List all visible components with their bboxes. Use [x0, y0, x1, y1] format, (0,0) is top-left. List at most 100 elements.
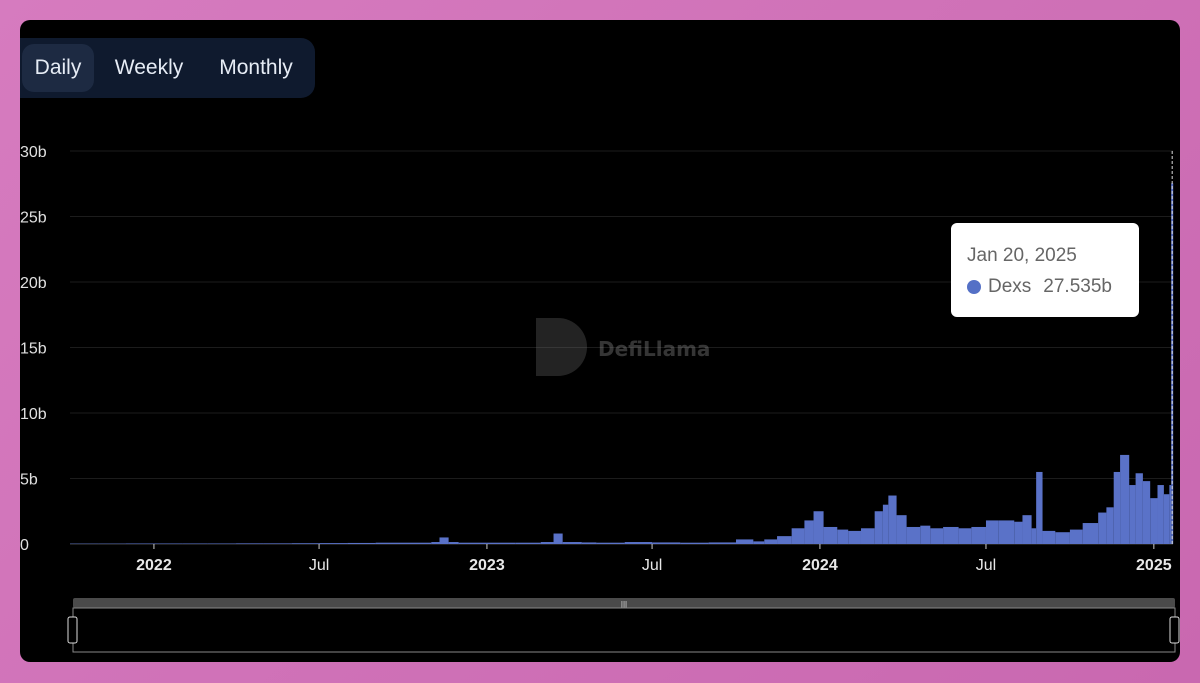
bar[interactable]	[153, 543, 183, 544]
bar[interactable]	[943, 526, 959, 544]
daily-button[interactable]: Daily	[22, 44, 94, 92]
bar[interactable]	[848, 530, 861, 544]
y-tick-label: 10b	[20, 406, 47, 423]
bar[interactable]	[562, 542, 582, 544]
bar[interactable]	[1150, 498, 1158, 544]
bar[interactable]	[930, 528, 944, 544]
bar[interactable]	[1157, 485, 1164, 544]
bar[interactable]	[1142, 481, 1151, 544]
bar[interactable]	[920, 525, 931, 544]
bar[interactable]	[1135, 473, 1143, 544]
bar[interactable]	[1022, 515, 1032, 544]
bar[interactable]	[860, 528, 875, 544]
bar[interactable]	[291, 543, 320, 544]
weekly-button[interactable]: Weekly	[114, 56, 184, 79]
x-tick-label: Jul	[309, 557, 329, 574]
bar[interactable]	[1036, 471, 1043, 544]
bar[interactable]	[553, 533, 563, 544]
bar[interactable]	[596, 542, 625, 544]
bar[interactable]	[1169, 485, 1172, 544]
bar[interactable]	[971, 526, 986, 544]
chart-panel: Daily Weekly Monthly DefiLlama 0 5b 10b 15b…	[20, 20, 1180, 662]
bar[interactable]	[402, 542, 432, 544]
bar-chart[interactable]: DefiLlama 0 5b 10b 15b 20b 25b 30b 2022 Jul 2023 J…	[20, 20, 1180, 662]
bar[interactable]	[624, 542, 653, 544]
bar[interactable]	[896, 515, 907, 544]
bar[interactable]	[958, 528, 972, 544]
slider-track[interactable]	[73, 598, 1175, 608]
x-tick-label: 2024	[802, 557, 838, 574]
monthly-button[interactable]: Monthly	[219, 56, 293, 79]
bar[interactable]	[1014, 521, 1023, 544]
bar[interactable]	[764, 539, 778, 544]
bar[interactable]	[1106, 507, 1114, 544]
bar[interactable]	[753, 541, 765, 544]
defillama-watermark: DefiLlama	[536, 318, 710, 376]
bar[interactable]	[375, 542, 403, 544]
bar[interactable]	[680, 542, 709, 544]
bar[interactable]	[735, 539, 754, 544]
y-tick-label: 0	[20, 537, 29, 554]
bar[interactable]	[777, 536, 792, 544]
bar[interactable]	[888, 495, 897, 544]
series-dot-icon	[967, 280, 981, 294]
y-tick-label: 25b	[20, 210, 47, 227]
bar[interactable]	[813, 511, 824, 544]
bar[interactable]	[874, 511, 883, 544]
zoom-slider[interactable]: |||	[67, 598, 1180, 653]
bar[interactable]	[652, 542, 681, 544]
tooltip-series: Dexs	[988, 276, 1032, 297]
bar[interactable]	[1098, 512, 1107, 544]
bar[interactable]	[458, 542, 487, 544]
y-tick-label: 30b	[20, 144, 47, 161]
bar[interactable]	[448, 542, 459, 544]
bar[interactable]	[1120, 454, 1130, 544]
bar[interactable]	[804, 520, 814, 544]
bar[interactable]	[236, 543, 264, 544]
x-tick-label: Jul	[976, 557, 996, 574]
bar[interactable]	[791, 528, 805, 544]
bar[interactable]	[1031, 528, 1037, 544]
period-toggle: Daily Weekly Monthly	[20, 38, 315, 98]
llama-logo-icon	[536, 318, 587, 376]
bar[interactable]	[431, 542, 440, 544]
bar[interactable]	[823, 526, 838, 544]
bar[interactable]	[439, 537, 449, 544]
bar[interactable]	[1069, 529, 1083, 544]
bar[interactable]	[1082, 523, 1099, 544]
bar[interactable]	[263, 543, 292, 544]
tooltip: Jan 20, 2025 Dexs 27.535b	[951, 223, 1139, 317]
bar[interactable]	[540, 542, 554, 544]
bar[interactable]	[486, 542, 516, 544]
slider-window[interactable]	[72, 607, 1176, 653]
slider-handle-right[interactable]	[1169, 616, 1180, 644]
slider-grip-icon[interactable]: |||	[621, 600, 627, 609]
bar[interactable]	[1129, 485, 1136, 544]
bar[interactable]	[581, 542, 597, 544]
bar[interactable]	[207, 543, 237, 544]
watermark-text: DefiLlama	[598, 337, 710, 361]
bar[interactable]	[1042, 530, 1056, 544]
y-tick-label: 15b	[20, 341, 47, 358]
bar[interactable]	[1113, 471, 1121, 544]
slider-handle-left[interactable]	[67, 616, 78, 644]
bar[interactable]	[882, 504, 889, 544]
y-tick-label: 20b	[20, 275, 47, 292]
x-tick-label: Jul	[642, 557, 662, 574]
bar[interactable]	[125, 543, 154, 544]
x-tick-label: 2023	[469, 557, 505, 574]
bar[interactable]	[837, 529, 849, 544]
bar[interactable]	[347, 542, 376, 544]
bar[interactable]	[515, 542, 541, 544]
tooltip-row: Dexs 27.535b	[967, 276, 1112, 298]
bar[interactable]	[708, 542, 736, 544]
bar[interactable]	[985, 520, 999, 544]
bar[interactable]	[906, 526, 921, 544]
bar[interactable]	[182, 543, 208, 544]
tooltip-date: Jan 20, 2025	[967, 245, 1077, 266]
bar[interactable]	[319, 543, 348, 544]
tooltip-value: 27.535b	[1043, 276, 1112, 297]
bar[interactable]	[1163, 494, 1170, 544]
bar[interactable]	[998, 520, 1015, 544]
bar[interactable]	[1055, 532, 1070, 544]
